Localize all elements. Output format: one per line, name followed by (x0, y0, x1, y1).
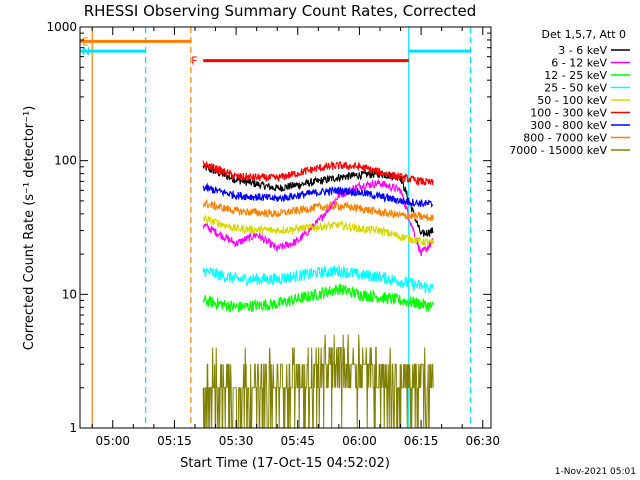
series-line (202, 198, 434, 222)
flag-label: E (82, 35, 89, 48)
legend-label: 12 - 25 keV (544, 69, 607, 82)
x-tick-label: 06:00 (342, 434, 377, 448)
y-tick-label: 10 (62, 287, 77, 301)
x-tick-label: 06:15 (404, 434, 439, 448)
date-stamp: 1-Nov-2021 05:01 (555, 467, 636, 477)
y-tick-label: 100 (54, 154, 77, 168)
x-tick-label: 05:00 (95, 434, 130, 448)
series-line (202, 264, 434, 295)
legend-label: 300 - 800 keV (530, 119, 607, 132)
x-tick-label: 05:30 (219, 434, 254, 448)
x-axis-label: Start Time (17-Oct-15 04:52:02) (180, 456, 390, 471)
legend-label: 800 - 7000 keV (523, 132, 607, 145)
legend-label: 25 - 50 keV (544, 82, 607, 95)
legend-label: 6 - 12 keV (551, 57, 607, 70)
plot-frame (79, 26, 492, 429)
series-line (202, 182, 434, 209)
y-axis-label: Corrected Count Rate (s⁻¹ detector⁻¹) (22, 106, 37, 351)
x-tick-label: 05:15 (157, 434, 192, 448)
series-line (202, 178, 434, 257)
legend-label: 3 - 6 keV (558, 44, 607, 57)
y-tick-label: 1000 (46, 20, 77, 34)
y-tick-label: 1 (69, 421, 77, 435)
y-axis: 1 10 100 1000 (46, 20, 491, 435)
time-markers (91, 27, 472, 428)
legend-label: 100 - 300 keV (530, 107, 607, 120)
legend-label: 50 - 100 keV (537, 94, 607, 107)
x-axis: 05:00 05:15 05:30 05:45 06:00 06:15 06:30 (91, 27, 500, 448)
chart-title: RHESSI Observing Summary Count Rates, Co… (84, 2, 477, 20)
flag-label: F (191, 55, 197, 68)
x-tick-label: 05:45 (280, 434, 315, 448)
legend-label: 7000 - 15000 keV (509, 144, 607, 157)
observing-flags: EN F (80, 35, 471, 68)
x-tick-label: 06:30 (465, 434, 500, 448)
series-line (202, 214, 434, 247)
flag-label: N (82, 45, 90, 58)
series-line (202, 283, 434, 313)
series-line (202, 160, 434, 187)
legend-title: Det 1,5,7, Att 0 (542, 28, 626, 41)
